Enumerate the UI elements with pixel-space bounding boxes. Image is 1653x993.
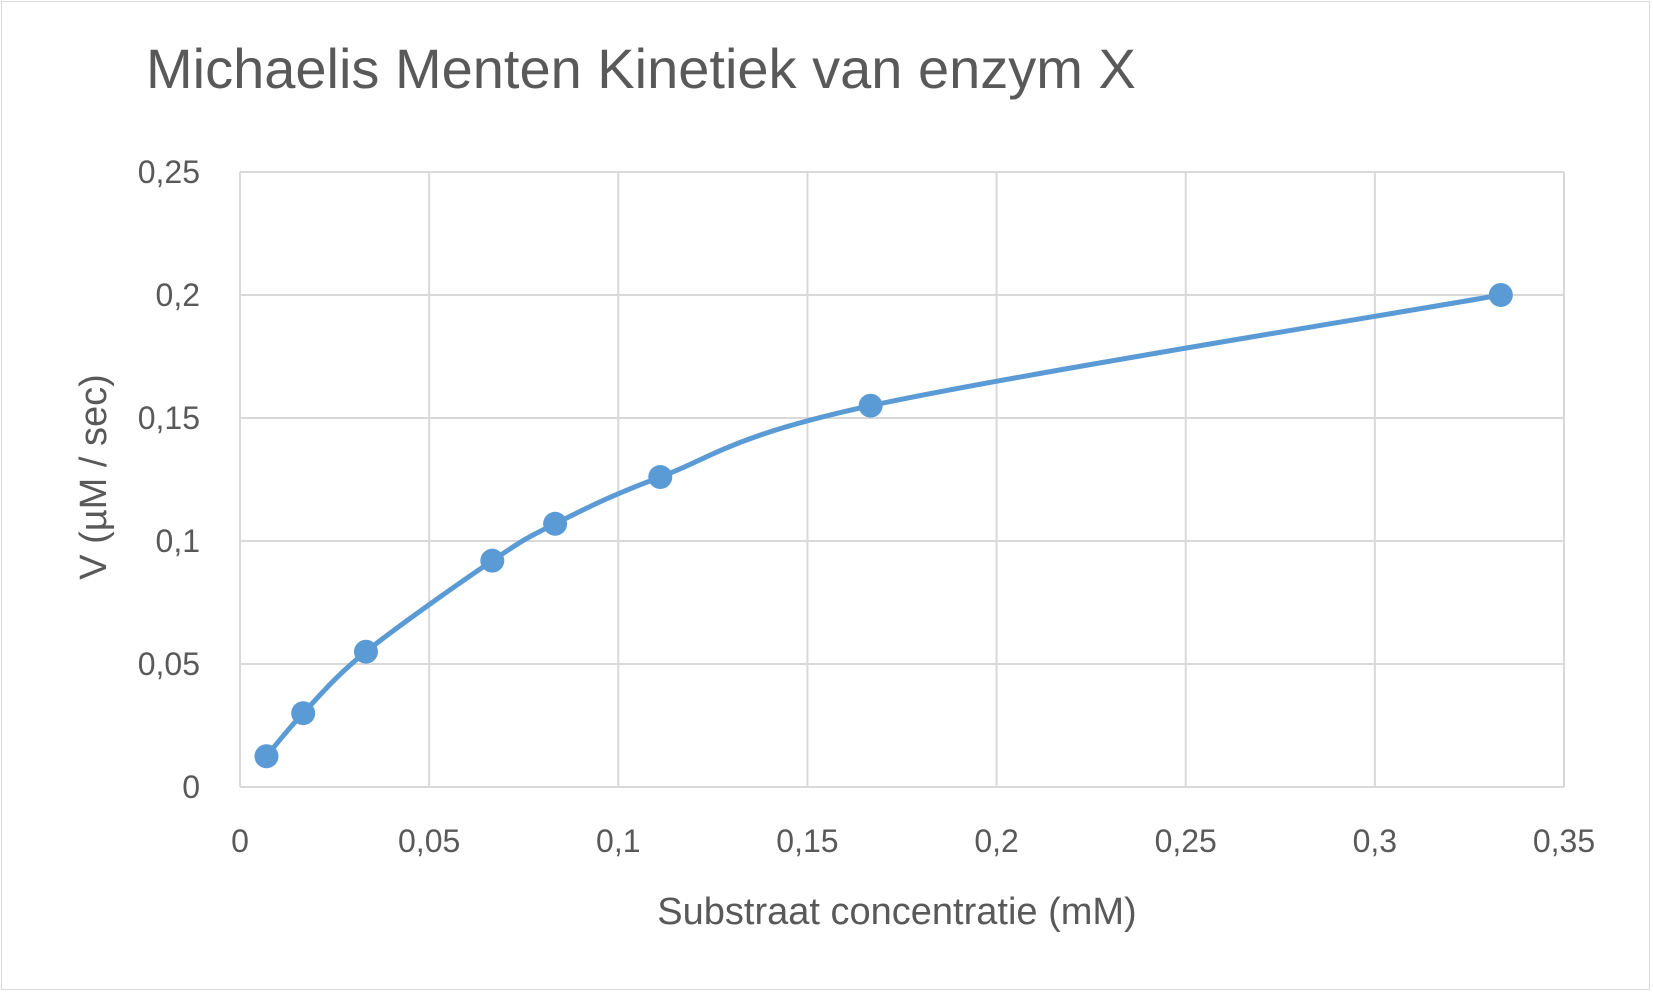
y-tick-label: 0 <box>182 769 200 805</box>
y-tick-label: 0,1 <box>156 523 200 559</box>
data-point <box>648 465 673 490</box>
y-tick-label: 0,05 <box>138 646 200 682</box>
x-tick-label: 0,35 <box>1533 823 1595 859</box>
x-tick-label: 0,05 <box>398 823 460 859</box>
x-axis-title: Substraat concentratie (mM) <box>657 891 1136 933</box>
gridlines <box>239 171 1565 788</box>
data-point <box>291 701 316 726</box>
data-point <box>543 511 568 536</box>
chart-title: Michaelis Menten Kinetiek van enzym X <box>146 37 1136 100</box>
data-series <box>254 283 1513 769</box>
y-tick-label: 0,25 <box>138 154 200 190</box>
x-tick-label: 0,25 <box>1155 823 1217 859</box>
x-tick-label: 0,3 <box>1353 823 1397 859</box>
y-axis-title: V (µM / sec) <box>73 374 115 580</box>
data-point <box>1488 283 1513 307</box>
x-tick-label: 0,15 <box>776 823 838 859</box>
data-point <box>480 548 505 573</box>
x-tick-label: 0 <box>231 823 249 859</box>
x-tick-label: 0,1 <box>596 823 640 859</box>
data-point <box>353 639 378 664</box>
y-tick-label: 0,2 <box>156 277 200 313</box>
y-tick-label: 0,15 <box>138 400 200 436</box>
data-point <box>254 744 279 769</box>
tick-labels: 0 0,05 0,1 0,15 0,2 0,25 0,3 0,35 0 0,05 0,1 0,15 0,… <box>138 154 1595 859</box>
series-line <box>263 292 1504 759</box>
x-tick-label: 0,2 <box>974 823 1018 859</box>
data-point <box>858 393 883 418</box>
